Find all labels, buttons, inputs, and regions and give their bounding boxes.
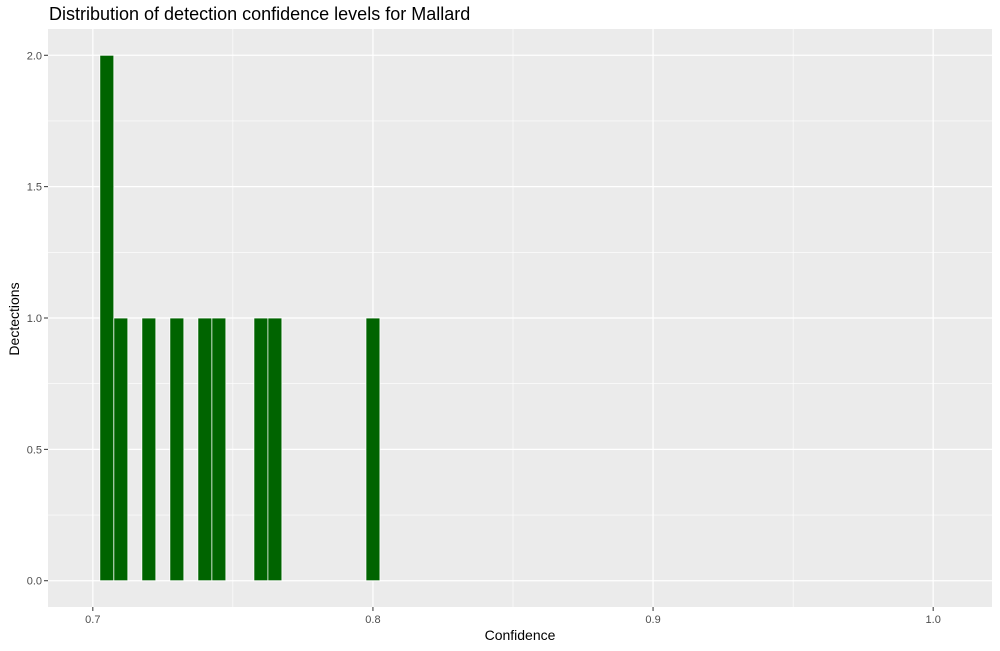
x-tick-label: 1.0: [926, 614, 941, 626]
y-tick-label: 0.5: [27, 444, 42, 456]
y-tick-label: 1.5: [27, 182, 42, 194]
y-tick-label: 2.0: [27, 50, 42, 62]
histogram-bar: [211, 317, 227, 582]
y-tick-label: 1.0: [27, 313, 42, 325]
histogram-bar: [99, 54, 115, 582]
chart-title: Distribution of detection confidence lev…: [49, 4, 471, 24]
x-tick-label: 0.9: [645, 614, 660, 626]
histogram-bar: [141, 317, 157, 582]
histogram-bar: [197, 317, 213, 582]
histogram-bar: [267, 317, 283, 582]
histogram-bar: [169, 317, 185, 582]
histogram-bar: [253, 317, 269, 582]
y-axis-ticks: 0.0 0.5 1.0 1.5 2.0: [27, 50, 48, 588]
bars: [99, 54, 381, 582]
y-axis-title: Dectections: [6, 282, 22, 355]
y-tick-label: 0.0: [27, 576, 42, 588]
x-tick-label: 0.7: [85, 614, 100, 626]
x-axis-title: Confidence: [485, 627, 556, 643]
x-axis-ticks: 0.7 0.8 0.9 1.0: [85, 607, 941, 626]
histogram-bar: [113, 317, 129, 582]
x-tick-label: 0.8: [365, 614, 380, 626]
histogram-bar: [365, 317, 381, 582]
